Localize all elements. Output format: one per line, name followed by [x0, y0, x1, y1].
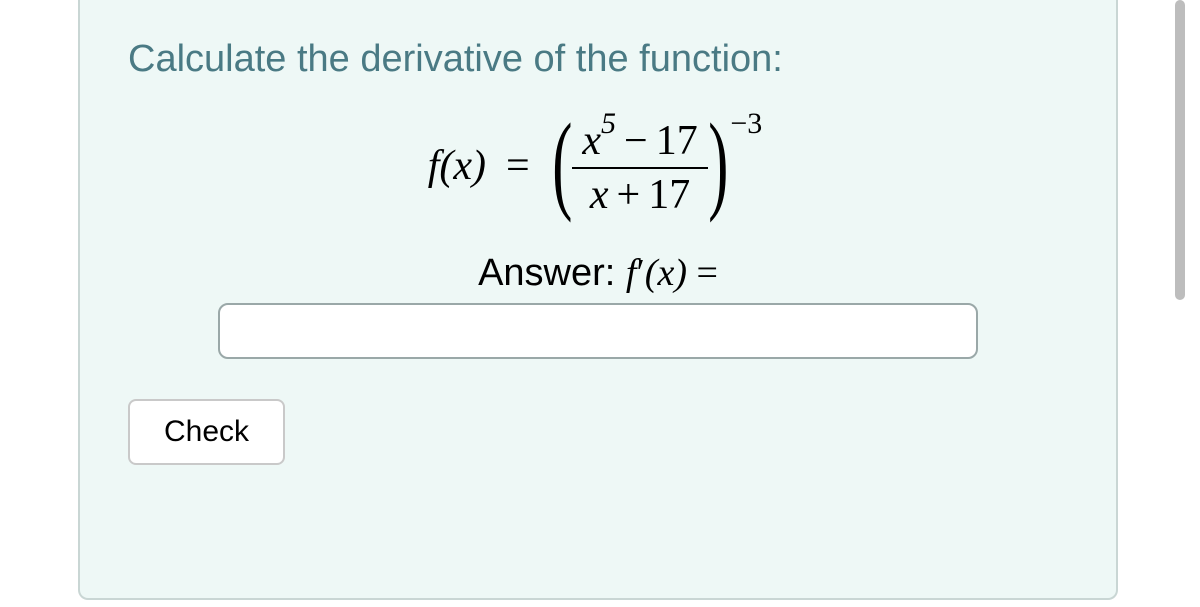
- check-button[interactable]: Check: [128, 399, 285, 465]
- function-lhs: f(x): [428, 142, 486, 190]
- scrollbar-thumb[interactable]: [1175, 0, 1185, 300]
- outer-exponent: −3: [730, 107, 762, 141]
- answer-input[interactable]: [218, 303, 978, 359]
- denominator: x+17: [580, 169, 700, 221]
- page-root: Calculate the derivative of the function…: [0, 0, 1200, 607]
- fraction: x5−17 x+17: [572, 111, 707, 221]
- numerator: x5−17: [572, 111, 707, 167]
- question-prompt: Calculate the derivative of the function…: [128, 38, 1068, 81]
- answer-label: Answer: f′(x) =: [128, 251, 1068, 295]
- fprime: f′(x) =: [626, 252, 718, 294]
- function-formula: f(x) = ( x5−17 x+17 ) −3: [128, 111, 1068, 221]
- right-paren: ): [708, 118, 728, 206]
- answer-input-row: [128, 303, 1068, 359]
- left-paren: (: [552, 118, 572, 206]
- scrollbar[interactable]: [1172, 0, 1188, 320]
- equals-sign: =: [506, 142, 530, 190]
- question-card: Calculate the derivative of the function…: [78, 0, 1118, 600]
